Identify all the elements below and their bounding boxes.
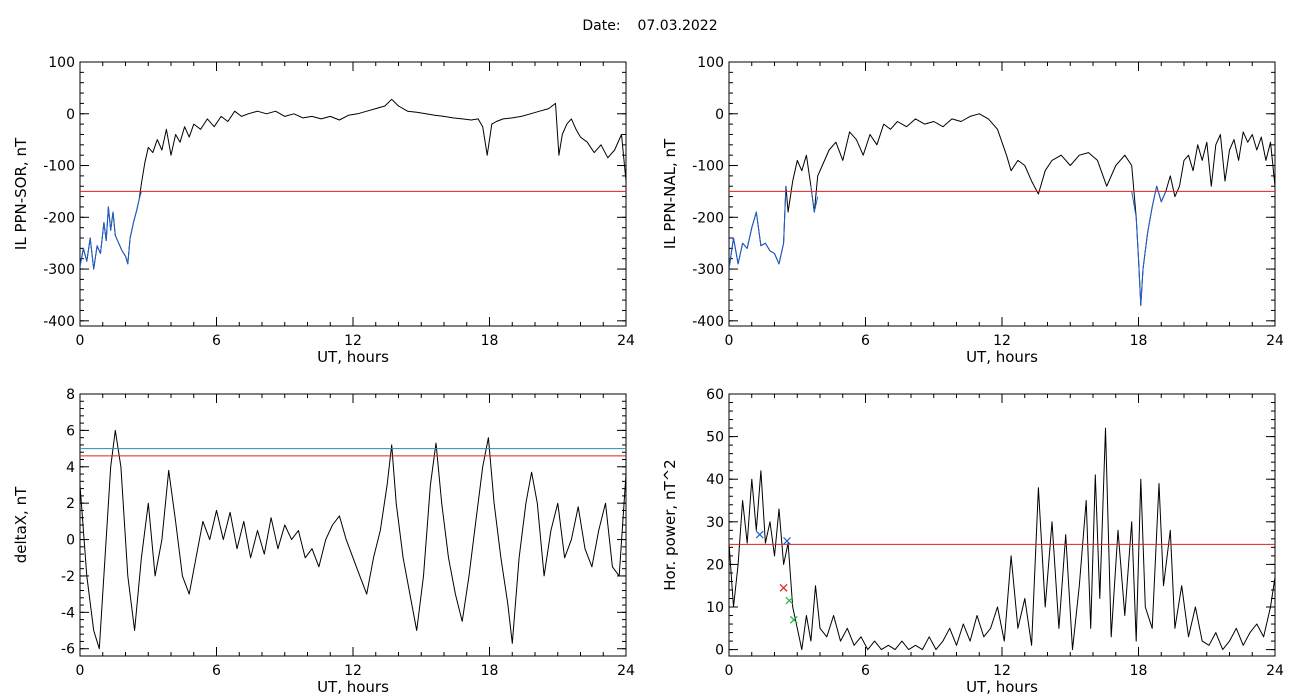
y-tick-label: 20 bbox=[706, 557, 724, 573]
y-axis-label: IL PPN-NAL, nT bbox=[661, 138, 679, 249]
x-tick-label: 0 bbox=[76, 663, 85, 679]
x-axis-label: UT, hours bbox=[966, 348, 1038, 366]
x-tick-label: 18 bbox=[1130, 663, 1148, 679]
x-tick-label: 6 bbox=[212, 333, 221, 349]
x-tick-label: 18 bbox=[481, 333, 499, 349]
x-tick-label: 6 bbox=[861, 333, 870, 349]
date-label: Date: bbox=[582, 18, 621, 34]
x-tick-label: 24 bbox=[617, 333, 635, 349]
series-highlight-line bbox=[729, 186, 787, 270]
x-tick-label: 0 bbox=[76, 333, 85, 349]
y-tick-label: -400 bbox=[692, 314, 724, 330]
x-tick-label: 18 bbox=[1130, 333, 1148, 349]
date-value: 07.03.2022 bbox=[637, 18, 718, 34]
y-tick-label: 30 bbox=[706, 515, 724, 531]
y-tick-label: 50 bbox=[706, 430, 724, 446]
cross-marker bbox=[783, 537, 791, 545]
x-tick-label: 0 bbox=[725, 333, 734, 349]
y-tick-label: -300 bbox=[692, 262, 724, 278]
x-tick-label: 12 bbox=[993, 663, 1011, 679]
y-tick-label: 60 bbox=[706, 387, 724, 403]
x-tick-label: 24 bbox=[1266, 663, 1284, 679]
x-axis-label: UT, hours bbox=[317, 678, 389, 696]
y-tick-label: 4 bbox=[66, 460, 75, 476]
series-highlight-line bbox=[1131, 185, 1167, 306]
series-line bbox=[80, 429, 626, 650]
series-line bbox=[729, 113, 1275, 306]
plot-frame bbox=[79, 61, 627, 327]
y-axis-label: deltaX, nT bbox=[12, 486, 30, 563]
y-axis-label: Hor. power, nT^2 bbox=[661, 459, 679, 590]
plot-frame bbox=[79, 393, 627, 657]
plot-area bbox=[729, 113, 1275, 306]
y-tick-label: 0 bbox=[715, 107, 724, 123]
series-highlight-line bbox=[80, 191, 142, 270]
y-tick-label: -6 bbox=[61, 642, 75, 658]
x-tick-label: 0 bbox=[725, 663, 734, 679]
x-tick-label: 12 bbox=[993, 333, 1011, 349]
chart-il_nal: 0 6 12 18 24 -400 -300 -200 -100 0 100 UT, hours IL … bbox=[661, 55, 1284, 366]
y-tick-label: -100 bbox=[43, 159, 75, 175]
y-tick-label: -4 bbox=[61, 605, 75, 621]
cross-marker bbox=[755, 530, 764, 539]
y-tick-label: -200 bbox=[692, 210, 724, 226]
x-tick-label: 6 bbox=[861, 663, 870, 679]
series-highlight-line bbox=[810, 186, 819, 213]
y-tick-label: 0 bbox=[715, 643, 724, 659]
y-tick-label: 10 bbox=[706, 600, 724, 616]
y-tick-label: -300 bbox=[43, 262, 75, 278]
y-axis-label: IL PPN-SOR, nT bbox=[12, 137, 30, 250]
series-line bbox=[80, 98, 626, 270]
y-tick-label: 6 bbox=[66, 423, 75, 439]
series-line bbox=[729, 427, 1275, 651]
y-tick-label: 40 bbox=[706, 472, 724, 488]
plot-frame bbox=[728, 61, 1276, 327]
plot-area bbox=[729, 427, 1275, 651]
y-tick-label: 2 bbox=[66, 496, 75, 512]
y-tick-label: -2 bbox=[61, 569, 75, 585]
cross-marker bbox=[785, 596, 794, 605]
cross-marker bbox=[789, 615, 798, 624]
cross-marker bbox=[779, 583, 788, 592]
x-tick-label: 24 bbox=[1266, 333, 1284, 349]
x-tick-label: 12 bbox=[344, 333, 362, 349]
x-axis-label: UT, hours bbox=[966, 678, 1038, 696]
x-tick-label: 12 bbox=[344, 663, 362, 679]
y-tick-label: -100 bbox=[692, 159, 724, 175]
x-tick-label: 18 bbox=[481, 663, 499, 679]
figure-header: Date: 07.03.2022 bbox=[0, 18, 1300, 34]
y-tick-label: 0 bbox=[66, 107, 75, 123]
chart-hor_power: 0 6 12 18 24 0 10 20 30 40 50 60 UT, hours Hor. power… bbox=[661, 387, 1284, 696]
y-tick-label: -200 bbox=[43, 210, 75, 226]
y-tick-label: 100 bbox=[697, 55, 724, 71]
x-axis-label: UT, hours bbox=[317, 348, 389, 366]
x-tick-label: 6 bbox=[212, 663, 221, 679]
y-tick-label: -400 bbox=[43, 314, 75, 330]
y-tick-label: 8 bbox=[66, 387, 75, 403]
y-tick-label: 0 bbox=[66, 533, 75, 549]
y-tick-label: 100 bbox=[48, 55, 75, 71]
x-tick-label: 24 bbox=[617, 663, 635, 679]
chart-il_sor: 0 6 12 18 24 -400 -300 -200 -100 0 100 UT, hours IL … bbox=[12, 55, 635, 366]
plot-area bbox=[80, 98, 626, 270]
plot-area bbox=[80, 429, 626, 650]
